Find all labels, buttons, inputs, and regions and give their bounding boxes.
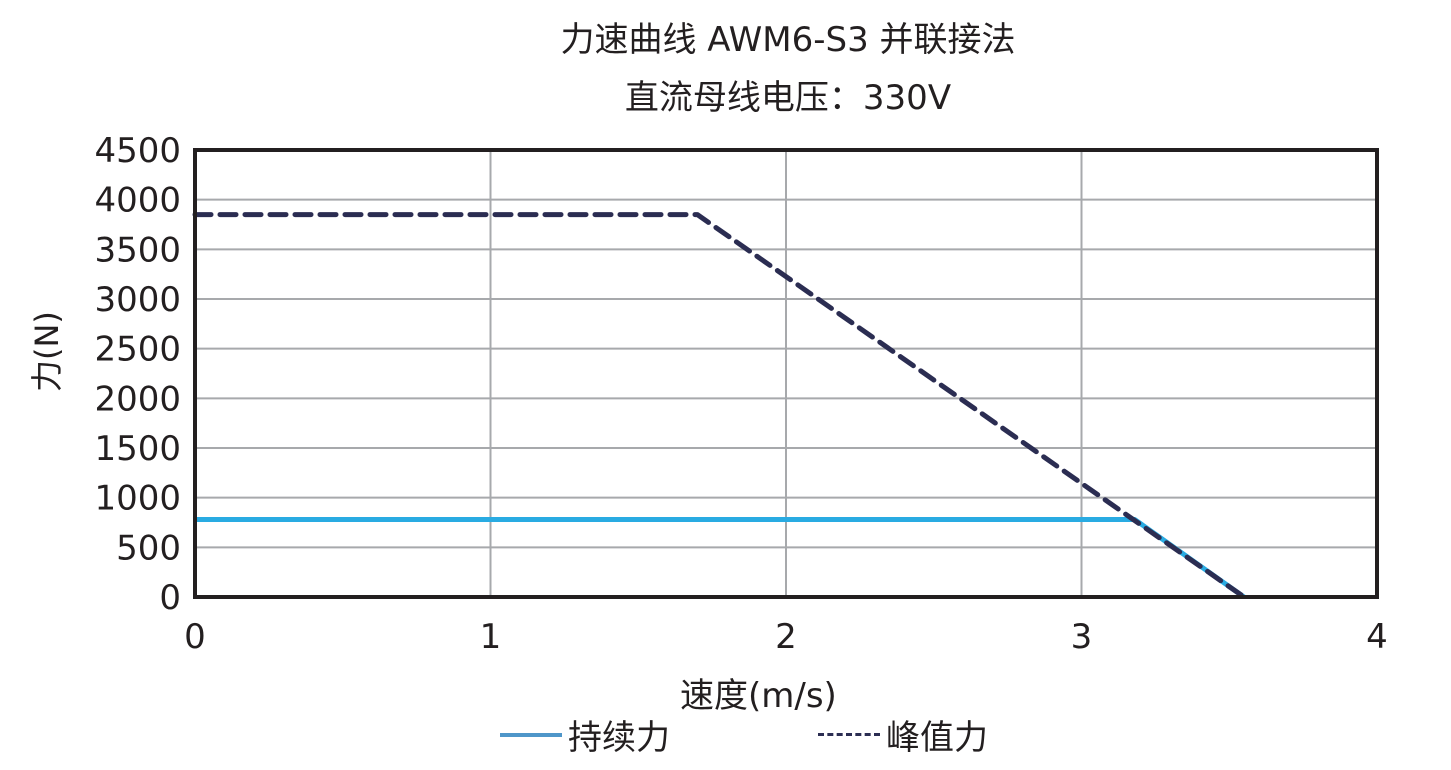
y-axis-ticks: 0 500 1000 1500 2000 2500 3000 3500 4000 4500: [94, 131, 181, 618]
data-series: [192, 212, 1247, 600]
legend-dashed-line-icon: [818, 733, 880, 736]
x-axis-ticks: 0 1 2 3 4: [184, 617, 1388, 657]
y-tick-label: 1000: [94, 479, 181, 519]
y-tick-label: 4000: [94, 181, 181, 221]
y-tick-label: 3500: [94, 230, 181, 270]
y-tick-label: 500: [116, 528, 181, 568]
x-tick-label: 2: [775, 617, 797, 657]
legend-item-continuous: 持续力: [500, 710, 670, 759]
y-tick-label: 2000: [94, 379, 181, 419]
y-tick-label: 1500: [94, 429, 181, 469]
x-tick-label: 1: [480, 617, 502, 657]
legend: 持续力 峰值力: [0, 710, 1451, 760]
legend-item-peak: 峰值力: [818, 710, 988, 759]
legend-label-continuous: 持续力: [568, 718, 670, 758]
y-tick-label: 4500: [94, 131, 181, 171]
peak-force-line: [192, 212, 1247, 600]
x-tick-label: 4: [1366, 617, 1388, 657]
legend-solid-line-icon: [500, 732, 562, 737]
x-axis-label: 速度(m/s): [680, 676, 837, 716]
y-tick-label: 2500: [94, 330, 181, 370]
y-axis-label: 力(N): [28, 311, 66, 392]
plot-frame: [193, 148, 1379, 599]
chart-title: 力速曲线 AWM6-S3 并联接法: [560, 20, 1016, 60]
y-tick-label: 3000: [94, 280, 181, 320]
gridlines: [194, 149, 1378, 598]
x-tick-label: 0: [184, 617, 206, 657]
x-tick-label: 3: [1071, 617, 1093, 657]
legend-label-peak: 峰值力: [886, 718, 988, 758]
continuous-force-line: [195, 517, 1246, 600]
y-tick-label: 0: [159, 578, 181, 618]
chart-subtitle: 直流母线电压：330V: [624, 78, 952, 118]
